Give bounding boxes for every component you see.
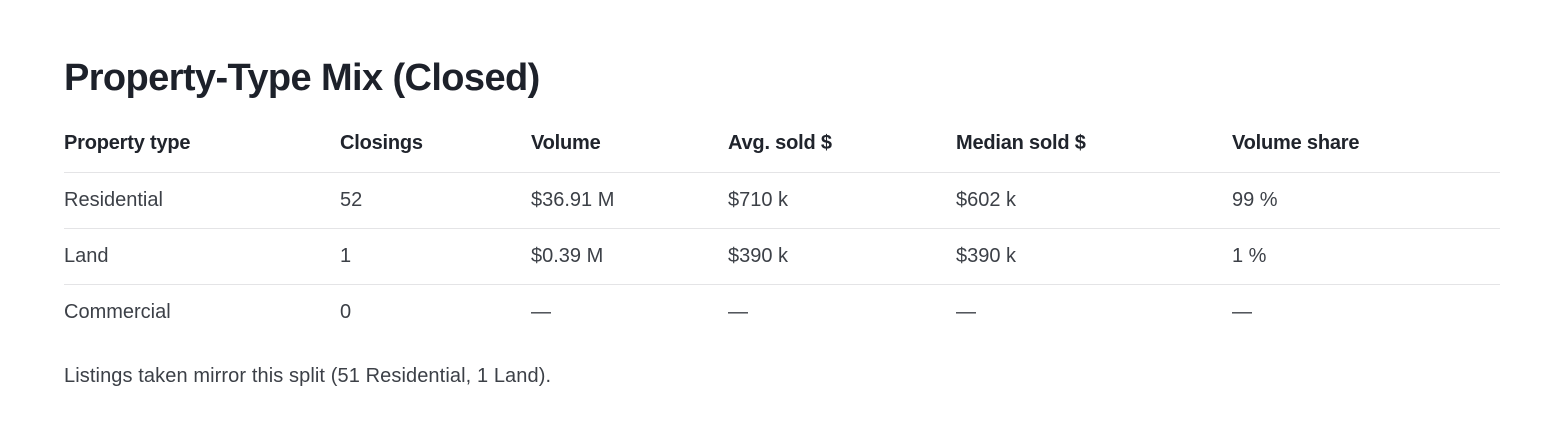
cell-volume-share: 99 %: [1232, 172, 1500, 229]
cell-closings: 1: [340, 228, 531, 285]
column-header-volume-share: Volume share: [1232, 125, 1500, 173]
table-row-commercial: Commercial 0 — — — —: [64, 284, 1500, 340]
table-row-land: Land 1 $0.39 M $390 k $390 k 1 %: [64, 228, 1500, 285]
cell-closings: 52: [340, 172, 531, 229]
cell-median-sold: —: [956, 300, 976, 323]
cell-closings: 0: [340, 300, 352, 323]
table-row-residential: Residential 52 $36.91 M $710 k $602 k 99…: [64, 172, 1500, 229]
cell-volume-share: —: [1232, 300, 1252, 323]
cell-avg-sold: —: [728, 300, 748, 323]
cell-property-type: Commercial: [64, 300, 171, 323]
cell-volume: —: [531, 300, 551, 323]
column-header-closings: Closings: [340, 125, 531, 173]
property-type-mix-table: Property type Closings Volume Avg. sold …: [64, 125, 1500, 340]
page-title: Property-Type Mix (Closed): [64, 57, 540, 99]
cell-median-sold: $602 k: [956, 172, 1232, 229]
cell-volume: $36.91 M: [531, 172, 728, 229]
cell-avg-sold: $390 k: [728, 228, 956, 285]
cell-property-type: Residential: [64, 172, 340, 229]
column-header-avg-sold: Avg. sold $: [728, 125, 956, 173]
cell-volume: $0.39 M: [531, 228, 728, 285]
cell-median-sold: $390 k: [956, 228, 1232, 285]
column-header-median-sold: Median sold $: [956, 125, 1232, 173]
property-type-mix-widget: Property-Type Mix (Closed) Property type…: [64, 57, 1500, 387]
cell-property-type: Land: [64, 228, 340, 285]
cell-volume-share: 1 %: [1232, 228, 1500, 285]
listings-split-footnote: Listings taken mirror this split (51 Res…: [64, 364, 552, 387]
column-header-property-type: Property type: [64, 125, 340, 173]
column-header-volume: Volume: [531, 125, 728, 173]
cell-avg-sold: $710 k: [728, 172, 956, 229]
table-header-row: Property type Closings Volume Avg. sold …: [64, 125, 1500, 173]
